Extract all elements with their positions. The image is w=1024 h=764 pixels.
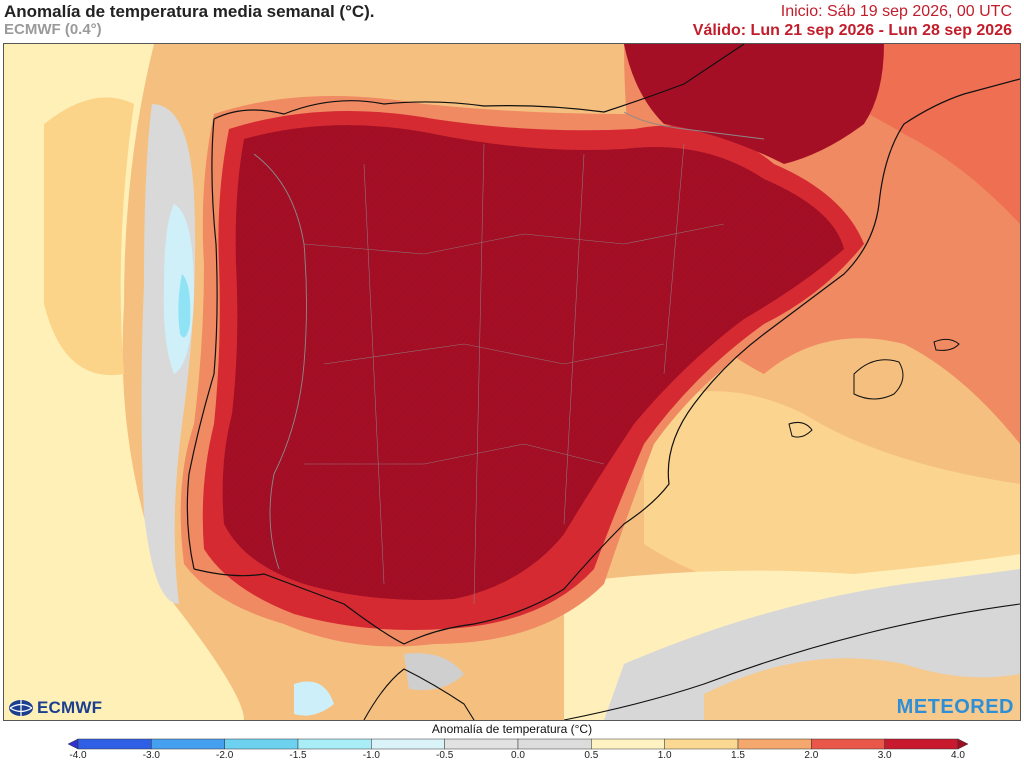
morocco-cool (294, 681, 334, 716)
colorbar-tick-label: 2.0 (804, 750, 819, 761)
colorbar-tick-label: -4.0 (69, 750, 87, 761)
gibraltar-grey (404, 653, 464, 690)
colorbar-tick-label: 3.0 (877, 750, 892, 761)
legend-title: Anomalía de temperatura (°C) (431, 722, 593, 736)
colorbar-segment (737, 738, 812, 750)
north-africa-warm (704, 658, 1020, 720)
cool-core (178, 274, 191, 338)
anomaly-map: ECMWF METEORED (3, 43, 1021, 721)
colorbar-tick-label: -1.5 (289, 750, 307, 761)
ecmwf-globe-icon (9, 700, 33, 716)
init-time: Inicio: Sáb 19 sep 2026, 00 UTC (780, 3, 1012, 20)
colorbar-segment (297, 738, 372, 750)
north-africa-coastline (563, 603, 1020, 720)
ecmwf-wordmark: ECMWF (37, 698, 103, 717)
north-coastline (213, 44, 745, 120)
model-label: ECMWF (0.4°) (4, 21, 102, 38)
map-canvas (4, 44, 1020, 720)
colorbar-segment (224, 738, 299, 750)
colorbar-segment (664, 738, 739, 750)
colorbar-segment (77, 738, 152, 750)
title-block: Anomalía de temperatura media semanal (°… (4, 2, 564, 38)
colorbar-segment (444, 738, 519, 750)
map-title: Anomalía de temperatura media semanal (°… (4, 2, 375, 21)
south-east-coastline (193, 78, 1020, 645)
colorbar-tick-label: 1.0 (657, 750, 672, 761)
valid-period: Válido: Lun 21 sep 2026 - Lun 28 sep 202… (692, 22, 1012, 39)
ibiza (788, 422, 813, 438)
colorbar-tick-label: 4.0 (951, 750, 965, 761)
colorbar-tick-label: 1.5 (731, 750, 745, 761)
france-border (623, 111, 765, 140)
atlantic-warm-patch (44, 97, 134, 376)
province-borders (303, 143, 725, 605)
colorbar-segment (884, 738, 959, 750)
morocco-coastline (363, 668, 475, 720)
colorbar-tick-label: -2.0 (216, 750, 234, 761)
ecmwf-logo: ECMWF (8, 698, 102, 718)
colorbar-tick-label: 0.0 (511, 750, 525, 761)
mallorca (853, 359, 904, 400)
menorca (933, 338, 960, 351)
alboran-mild (644, 391, 1020, 604)
colorbar-segment (371, 738, 445, 750)
terrain-relief (222, 125, 845, 600)
meteored-logo: METEORED (896, 696, 1014, 718)
colorbar-tick-label: -1.0 (362, 750, 380, 761)
colorbar-segment (151, 738, 225, 750)
colorbar-tick-label: -3.0 (142, 750, 160, 761)
gulf-lion-warm (704, 44, 1020, 224)
colorbar-arrow-low (68, 738, 79, 750)
west-coastline (186, 118, 218, 570)
colorbar-segment (517, 738, 592, 750)
colorbar-tick-label: -0.5 (436, 750, 454, 761)
colorbar-arrow-high (957, 738, 968, 750)
colorbar-segment (811, 738, 885, 750)
date-block: Inicio: Sáb 19 sep 2026, 00 UTC Válido: … (693, 2, 1012, 40)
colorbar-legend: Anomalía de temperatura (°C) -4.0 -3.0 -2.… (0, 721, 1024, 764)
colorbar-segment (591, 738, 665, 750)
colorbar (68, 738, 968, 750)
colorbar-tick-label: 0.5 (584, 750, 599, 761)
france-extreme-anomaly (624, 44, 884, 164)
portugal-border (253, 153, 307, 570)
